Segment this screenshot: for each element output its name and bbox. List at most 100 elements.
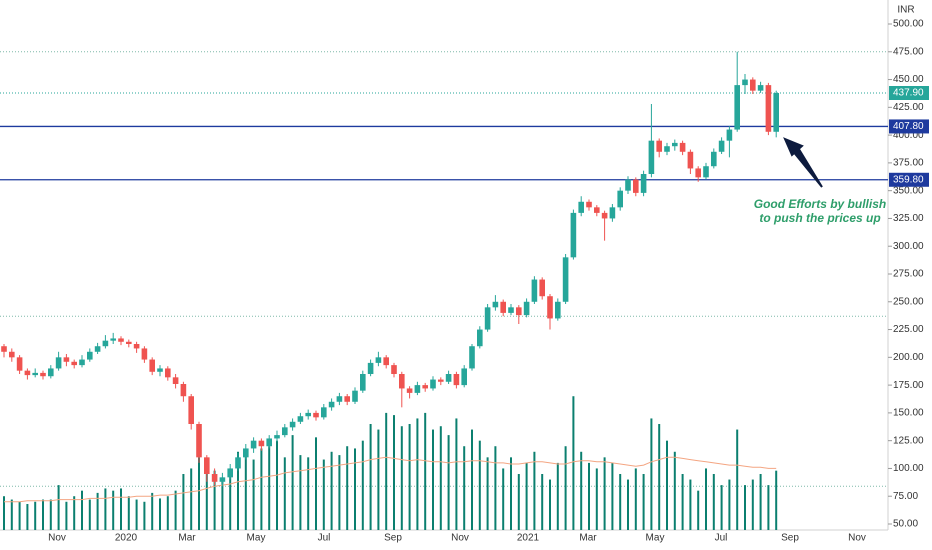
volume-bar — [634, 468, 637, 530]
volume-bar — [237, 451, 239, 530]
volume-bar — [322, 459, 325, 530]
candle-body — [742, 79, 748, 86]
volume-bar — [198, 457, 200, 530]
volume-bar — [307, 457, 310, 530]
candle-body — [430, 379, 436, 389]
last-price-badge — [889, 86, 929, 100]
volume-bar — [502, 468, 505, 530]
y-tick-label: 275.00 — [893, 269, 924, 280]
candle-body — [344, 396, 350, 402]
candle-body — [757, 85, 764, 91]
candle-body — [765, 85, 772, 132]
volume-bar — [213, 470, 216, 530]
y-tick-label: 200.00 — [893, 352, 924, 363]
volume-bar — [525, 462, 528, 530]
volume-bar — [166, 496, 169, 530]
annotation-arrow — [783, 137, 823, 188]
volume-bar — [81, 490, 83, 530]
candle-body — [531, 279, 538, 302]
volume-bar — [658, 424, 661, 530]
candle-body — [360, 374, 366, 391]
candle-body — [562, 257, 569, 302]
candle-body — [547, 296, 553, 319]
candle-body — [219, 477, 226, 482]
volume-bar — [10, 499, 13, 530]
volume-bar — [73, 496, 76, 530]
volume-bar — [751, 479, 754, 530]
volume-bar — [377, 429, 380, 530]
volume-bar — [432, 429, 434, 530]
candle-body — [383, 357, 389, 366]
currency-label: INR — [897, 5, 914, 16]
x-tick-label: May — [247, 533, 266, 544]
volume-ma-line — [4, 456, 777, 503]
volume-bar — [572, 396, 575, 530]
candle-body — [126, 341, 132, 344]
candle-body — [484, 307, 491, 330]
candle-body — [282, 427, 288, 436]
candle-body — [469, 346, 475, 369]
volume-bar — [385, 412, 388, 530]
volume-bar — [673, 451, 676, 530]
volume-bar — [595, 468, 598, 530]
candle-body — [141, 348, 148, 360]
candle-body — [336, 396, 343, 402]
x-tick-label: 2021 — [517, 533, 540, 544]
candle-body — [453, 374, 460, 386]
candle-body — [274, 435, 280, 439]
volume-bar — [510, 457, 512, 530]
y-tick-label: 75.00 — [893, 491, 918, 502]
volume-bar — [26, 504, 29, 530]
volume-bar — [447, 435, 450, 530]
volume-bar — [681, 474, 684, 530]
candle-layer — [1, 51, 779, 487]
volume-bar — [486, 457, 489, 530]
candle-body — [399, 374, 405, 389]
candle-body — [679, 142, 686, 152]
candle-body — [180, 384, 187, 397]
x-tick-label: Nov — [848, 533, 866, 544]
candle-body — [297, 416, 304, 422]
candle-body — [492, 301, 499, 308]
candle-body — [321, 407, 327, 418]
candle-body — [500, 301, 506, 313]
candle-body — [211, 474, 218, 482]
candle-body — [555, 301, 561, 319]
candle-body — [718, 140, 725, 152]
candle-body — [71, 361, 77, 366]
y-tick-label: 125.00 — [893, 435, 924, 446]
candle-body — [726, 129, 733, 141]
candle-body — [79, 359, 85, 366]
candle-body — [204, 457, 210, 474]
volume-bar — [666, 440, 668, 530]
volume-bar — [775, 470, 778, 530]
candle-body — [235, 457, 241, 469]
volume-bar — [182, 474, 185, 530]
volume-bar — [712, 474, 715, 530]
candle-body — [157, 368, 163, 372]
candle-body — [664, 146, 670, 152]
volume-bar — [315, 437, 317, 530]
x-tick-label: Jul — [715, 533, 728, 544]
volume-bar — [42, 499, 44, 530]
x-tick-label: Mar — [178, 533, 196, 544]
candle-body — [695, 168, 701, 178]
volume-bar — [135, 499, 138, 530]
candle-body — [656, 140, 662, 152]
candle-body — [1, 346, 7, 352]
volume-bar — [369, 424, 372, 530]
x-tick-label: 2020 — [115, 533, 138, 544]
candle-body — [289, 421, 296, 428]
volume-bar — [767, 485, 770, 530]
level-badge — [889, 172, 929, 187]
candle-body — [305, 412, 311, 417]
volume-layer — [3, 396, 778, 530]
volume-bar — [744, 485, 746, 530]
volume-bar — [736, 429, 739, 530]
volume-bar — [338, 455, 341, 530]
volume-bar — [299, 455, 302, 530]
candle-body — [640, 174, 647, 193]
candle-body — [118, 338, 124, 342]
candle-body — [516, 307, 522, 316]
volume-bar — [112, 490, 115, 530]
